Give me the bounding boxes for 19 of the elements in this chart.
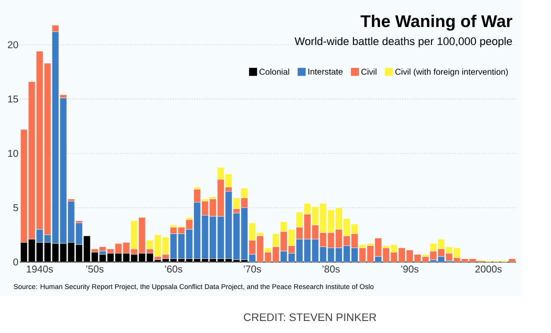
legend-label: Civil <box>361 68 376 75</box>
y-tick-label: 15 <box>8 96 18 103</box>
y-tick-label: 5 <box>13 204 18 212</box>
legend-label: Colonial <box>260 68 290 75</box>
x-tick-label: ’50s <box>86 266 104 273</box>
legend-label: Interstate <box>308 68 343 75</box>
chart-title: The Waning of War <box>360 14 512 31</box>
legend-label: Civil (with foreign intervention) <box>395 68 508 76</box>
y-tick-label: 20 <box>8 41 18 48</box>
x-tick-label: 2000s <box>475 266 502 273</box>
text: CREDIT: STEVEN PINKER <box>244 313 376 322</box>
x-tick-label: ’70s <box>244 266 262 273</box>
x-tick-label: ’90s <box>401 266 418 273</box>
y-tick-label: 0 <box>13 258 18 266</box>
x-tick-label: ’60s <box>165 266 182 273</box>
x-tick-label: ’80s <box>322 266 340 273</box>
y-tick-label: 10 <box>8 150 18 157</box>
text: World-wide battle deaths per 100,000 people <box>294 37 512 48</box>
x-tick-label: 1940s <box>26 266 53 273</box>
